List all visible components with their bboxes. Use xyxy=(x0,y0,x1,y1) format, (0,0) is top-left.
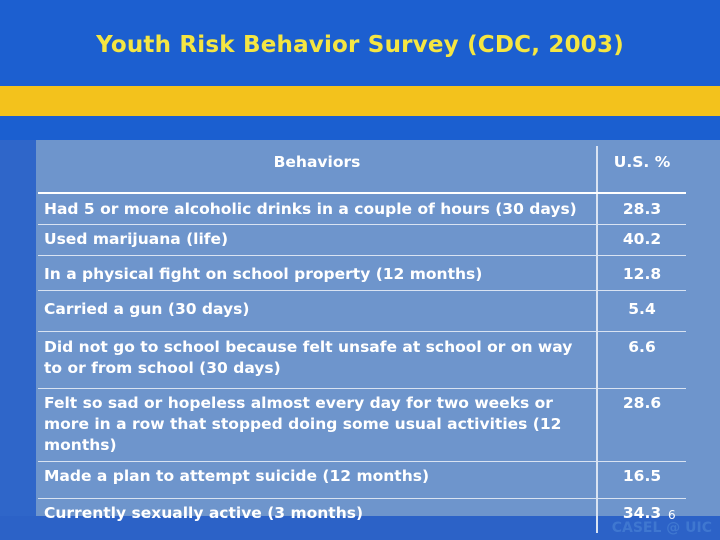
behavior-cell: In a physical fight on school property (… xyxy=(38,256,598,290)
behavior-table: Behaviors U.S. % Had 5 or more alcoholic… xyxy=(38,146,686,533)
header-behaviors: Behaviors xyxy=(38,146,598,192)
percent-cell: 28.6 xyxy=(622,394,662,412)
slide-title: Youth Risk Behavior Survey (CDC, 2003) xyxy=(96,32,624,58)
bottom-accent-bar xyxy=(0,516,720,540)
table-row: Made a plan to attempt suicide (12 month… xyxy=(38,462,686,499)
table-header-row: Behaviors U.S. % xyxy=(38,146,686,194)
behavior-cell: Used marijuana (life) xyxy=(38,225,598,255)
behavior-cell: Made a plan to attempt suicide (12 month… xyxy=(38,462,598,498)
behavior-cell: Carried a gun (30 days) xyxy=(38,291,598,331)
percent-cell: 16.5 xyxy=(622,467,662,485)
gold-accent-bar xyxy=(0,86,720,116)
behavior-cell: Did not go to school because felt unsafe… xyxy=(38,332,598,388)
page-number: 6 xyxy=(668,508,676,522)
content-background xyxy=(0,140,720,540)
percent-cell: 6.6 xyxy=(628,338,656,356)
percent-cell: 34.3 xyxy=(622,504,662,522)
behavior-cell: Currently sexually active (3 months) xyxy=(38,499,598,533)
behavior-cell: Had 5 or more alcoholic drinks in a coup… xyxy=(38,194,598,224)
table-row: Had 5 or more alcoholic drinks in a coup… xyxy=(38,194,686,225)
table-row: Carried a gun (30 days) 5.4 xyxy=(38,291,686,332)
table-row: In a physical fight on school property (… xyxy=(38,256,686,291)
percent-cell: 12.8 xyxy=(622,265,662,283)
blue-accent-bar xyxy=(0,116,720,140)
header-us-percent: U.S. % xyxy=(613,153,671,171)
percent-cell: 5.4 xyxy=(628,300,656,318)
percent-cell: 28.3 xyxy=(622,200,662,218)
footer-credit: CASEL @ UIC xyxy=(611,520,712,536)
table-row: Felt so sad or hopeless almost every day… xyxy=(38,389,686,462)
title-band xyxy=(0,0,720,86)
table-row: Currently sexually active (3 months) 34.… xyxy=(38,499,686,533)
behavior-cell: Felt so sad or hopeless almost every day… xyxy=(38,389,598,461)
percent-cell: 40.2 xyxy=(622,230,662,248)
table-row: Did not go to school because felt unsafe… xyxy=(38,332,686,389)
table-row: Used marijuana (life) 40.2 xyxy=(38,225,686,256)
left-accent-strip xyxy=(0,140,36,540)
